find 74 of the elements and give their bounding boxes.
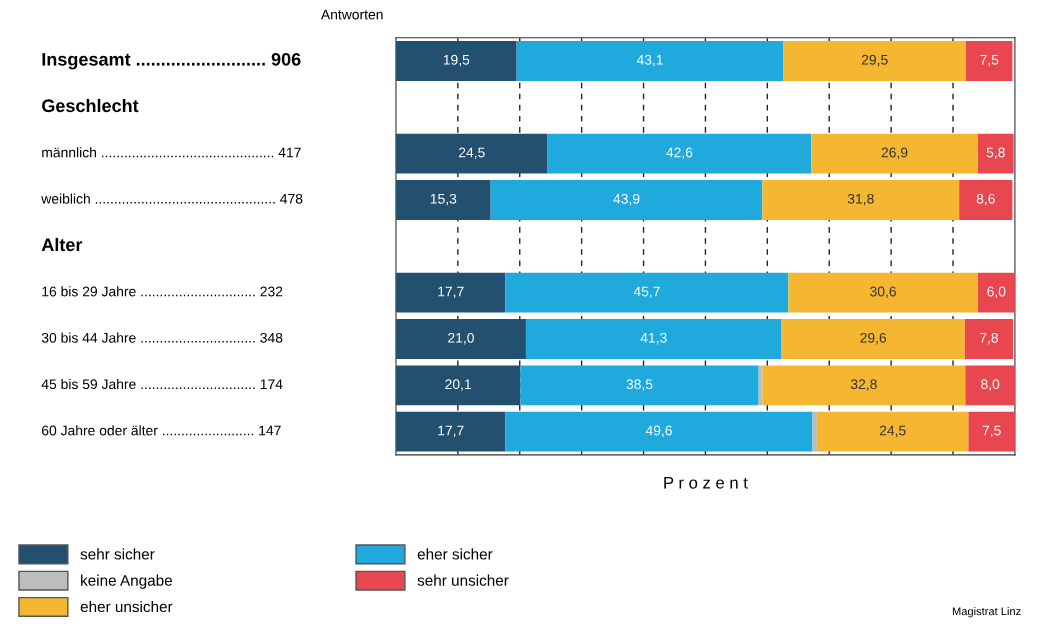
- bar: [959, 180, 1013, 220]
- data-label: 7,8: [979, 332, 998, 345]
- bar: [520, 365, 759, 406]
- y-tick-label: 30 bis 44 Jahre .............................. 348: [41, 332, 283, 343]
- bar: [966, 41, 1013, 81]
- data-label: 6,0: [987, 286, 1006, 299]
- bar: [525, 319, 782, 359]
- bar: [395, 41, 517, 81]
- bar: [812, 411, 817, 452]
- data-label: 17,7: [438, 286, 464, 299]
- legend-label: eher unsicher: [80, 600, 173, 613]
- y-tick-label: 16 bis 29 Jahre .............................. 232: [42, 286, 283, 297]
- data-label: 24,5: [879, 425, 906, 438]
- data-label: 19,5: [443, 54, 470, 67]
- data-label: 42,6: [666, 147, 693, 160]
- bar: [781, 319, 965, 359]
- bar: [762, 365, 966, 406]
- data-label: 29,6: [860, 332, 887, 345]
- legend-label: eher sicher: [417, 548, 493, 560]
- data-label: 24,5: [458, 147, 485, 160]
- data-label: 8,6: [976, 193, 995, 206]
- data-label: 17,7: [438, 425, 464, 438]
- data-label: 45,7: [633, 286, 660, 299]
- data-label: 41,3: [640, 332, 667, 345]
- data-label: 21,0: [448, 332, 474, 345]
- data-label: 8,0: [981, 379, 1000, 391]
- data-label: 38,5: [626, 379, 653, 391]
- bar: [788, 272, 978, 313]
- bar: [395, 180, 491, 220]
- bar: [516, 41, 784, 81]
- data-label: 15,3: [430, 193, 457, 206]
- y-tick-label: weiblich ............................................... 478: [41, 193, 303, 204]
- bar: [968, 411, 1015, 452]
- bar: [490, 180, 763, 220]
- bar: [977, 272, 1015, 313]
- data-label: 5,8: [986, 147, 1005, 160]
- bar: [395, 272, 506, 313]
- bar: [395, 411, 506, 452]
- bar: [395, 133, 548, 174]
- legend-label: sehr sicher: [80, 548, 155, 560]
- bar: [762, 180, 960, 220]
- y-tick-label: Geschlecht: [42, 98, 139, 113]
- bar: [783, 41, 967, 81]
- data-label: 30,6: [870, 286, 896, 299]
- y-tick-label: 60 Jahre oder älter ........................ 147: [42, 425, 281, 436]
- x-axis-title: P r o z e n t: [664, 477, 748, 489]
- y-tick-label: Insgesamt .......................... 906: [42, 52, 301, 70]
- data-label: 43,1: [636, 54, 663, 67]
- text: Magistrat Linz: [952, 607, 1021, 618]
- y-tick-label: Alter: [41, 237, 83, 252]
- bar: [964, 319, 1014, 359]
- bar: [505, 272, 789, 313]
- y-tick-label: 45 bis 59 Jahre .............................. 174: [41, 378, 283, 390]
- data-label: 49,6: [645, 425, 672, 438]
- bar: [505, 411, 813, 452]
- bar: [816, 411, 969, 452]
- data-label: 31,8: [847, 193, 874, 206]
- data-label: 20,1: [445, 379, 471, 391]
- bar: [811, 133, 978, 174]
- data-label: 43,9: [613, 193, 640, 206]
- bar: [395, 319, 526, 359]
- data-label: 7,5: [980, 55, 999, 67]
- data-label: 26,9: [881, 147, 908, 160]
- y-tick-label: männlich ............................................. 417: [42, 147, 301, 158]
- bar: [395, 365, 521, 406]
- data-label: 7,5: [982, 425, 1001, 438]
- bar: [965, 365, 1015, 406]
- data-label: 32,8: [850, 379, 877, 391]
- bar: [977, 133, 1014, 174]
- y-axis-title: Antworten: [320, 9, 383, 20]
- legend-label: sehr unsicher: [417, 574, 509, 586]
- legend-label: keine Angabe: [81, 574, 172, 589]
- bar: [547, 133, 812, 174]
- data-label: 29,5: [861, 54, 888, 67]
